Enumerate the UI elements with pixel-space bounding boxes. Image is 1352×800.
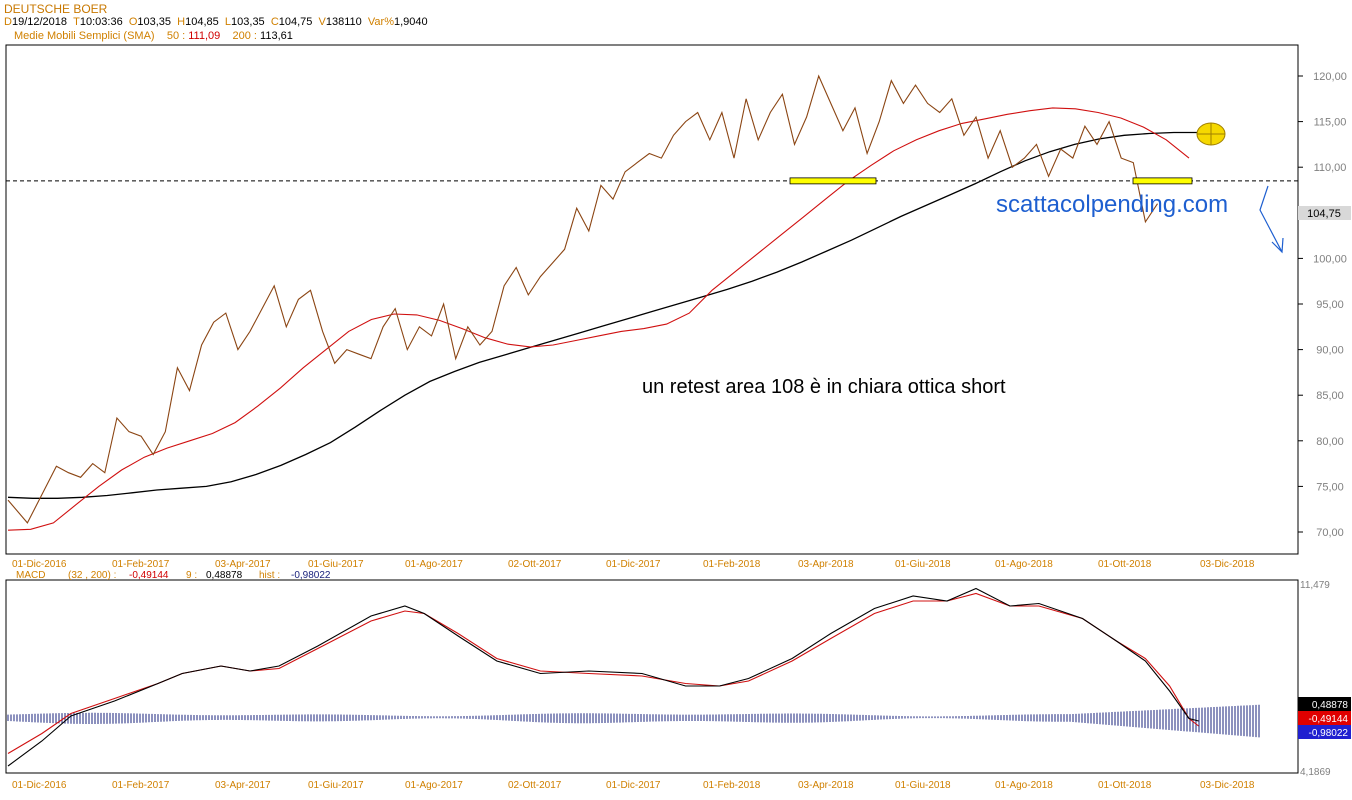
x-tick-label: 03-Dic-2018 [1200,559,1255,570]
quote-label: C [270,16,279,28]
x-tick-label: 01-Ago-2017 [405,559,463,570]
macd-value-label: -0,49144 [1309,714,1349,725]
sma50-value: 111,09 [188,30,221,42]
x-tick-label: 03-Apr-2018 [798,559,854,570]
sma50-line [7,107,1190,531]
x-tick-label: 01-Ago-2018 [995,559,1053,570]
sma-legend: Medie Mobili Semplici (SMA) 50 : 111,09 … [14,30,293,42]
x-tick-label: 02-Ott-2017 [508,559,562,570]
sma-name: Medie Mobili Semplici (SMA) [14,30,155,42]
quote-value: 103,35 [137,16,172,28]
x-tick-label: 01-Ago-2018 [995,780,1053,791]
x-tick-label: 03-Apr-2017 [215,559,271,570]
sma50-label: 50 : [166,30,186,42]
y-tick-label: 90,00 [1316,345,1344,357]
x-tick-label: 01-Dic-2017 [606,559,661,570]
quote-label: T [73,16,80,28]
x-tick-label: 01-Dic-2016 [12,559,67,570]
last-price-box [1298,206,1351,220]
macd-value-box [1298,711,1351,725]
macd-value: -0,49144 [129,570,169,581]
sma200-value: 113,61 [260,30,293,42]
x-tick-label: 01-Giu-2018 [895,559,951,570]
hist-label: hist : [259,570,280,581]
macd-value-box [1298,697,1351,711]
x-tick-label: 01-Dic-2017 [606,780,661,791]
quote-label: Var% [367,16,394,28]
quote-value: 19/12/2018 [11,16,68,28]
x-tick-label: 01-Giu-2018 [895,780,951,791]
y-tick-label: 95,00 [1316,299,1344,311]
macd-value-label: 0,48878 [1312,700,1349,711]
x-tick-label: 01-Feb-2018 [703,559,761,570]
quote-value: 104,75 [278,16,313,28]
macd-line [7,587,1199,767]
quote-label: H [177,16,186,28]
support-highlight [1132,177,1193,185]
quote-value: 104,85 [185,16,219,28]
macd-panel-frame [5,579,1299,774]
x-tick-label: 01-Ott-2018 [1098,559,1152,570]
signal-line [7,592,1199,754]
y-tick-label: 70,00 [1316,527,1344,539]
quote-label: L [224,16,232,28]
sma200-label: 200 : [232,30,257,42]
macd-header: MACD (32 , 200) : -0,49144 9 : 0,48878 hist :… [16,570,331,581]
signal-value: 0,48878 [206,570,243,581]
y-tick-label: 115,00 [1314,117,1347,129]
hist-value: -0,98022 [291,570,331,581]
x-tick-label: 01-Feb-2017 [112,780,170,791]
quote-value: 10:03:36 [79,16,123,28]
x-tick-label: 01-Ago-2017 [405,780,463,791]
macd-name: MACD [16,570,45,581]
price-line [7,74,1158,524]
y-tick-label: 100,00 [1313,253,1347,265]
x-tick-label: 01-Giu-2017 [308,559,364,570]
price-panel-frame [5,44,1299,555]
watermark: scattacolpending.com [996,191,1228,218]
sma200-line [7,131,1199,499]
x-tick-label: 02-Ott-2017 [508,780,562,791]
x-axis-top: 01-Dic-2016 01-Feb-2017 03-Apr-2017 01-Giu-… [12,559,1255,570]
down-arrow [1259,185,1283,253]
x-tick-label: 03-Apr-2017 [215,780,271,791]
support-highlight [789,177,877,185]
y-tick-label: 80,00 [1316,436,1344,448]
quote-line: D19/12/2018 T10:03:36 O103,35 H104,85 L1… [4,16,428,28]
macd-value-box [1298,725,1351,739]
macd-params: (32 , 200) : [68,570,116,581]
x-tick-label: 01-Giu-2017 [308,780,364,791]
quote-label: V [318,16,326,28]
chart-title: DEUTSCHE BOER [4,2,108,16]
y-tick-label: 75,00 [1316,481,1344,493]
quote-value: 103,35 [231,16,265,28]
x-tick-label: 01-Dic-2016 [12,780,67,791]
price-plot [6,74,1298,531]
down-arrow [1271,237,1284,254]
quote-label: D [4,16,12,28]
macd-value-label: -0,98022 [1309,728,1349,739]
macd-plot: 11,479 4,1869 0,48878 -0,49144 -0,98022 [7,580,1351,778]
x-tick-label: 01-Feb-2017 [112,559,170,570]
x-axis-bottom: 01-Dic-2016 01-Feb-2017 03-Apr-2017 01-Giu-… [12,780,1255,791]
quote-label: O [128,16,138,28]
macd-y-min: 4,1869 [1300,767,1331,778]
quote-value: 1,9040 [394,16,428,28]
x-tick-label: 03-Dic-2018 [1200,780,1255,791]
price-annotations: scattacolpending.com un retest area 108 è… [642,122,1351,398]
quote-value: 138110 [325,16,362,28]
y-tick-label: 120,00 [1313,71,1347,83]
x-tick-label: 03-Apr-2018 [798,780,854,791]
comment-text: un retest area 108 è in chiara ottica sh… [642,376,1006,398]
x-tick-label: 01-Ott-2018 [1098,780,1152,791]
signal-label: 9 : [186,570,197,581]
macd-y-max: 11,479 [1300,580,1330,591]
x-tick-label: 01-Feb-2018 [703,780,761,791]
last-price-label: 104,75 [1307,208,1341,220]
price-y-axis: 70,0075,0080,0085,0090,0095,00100,00105,… [1298,71,1347,539]
y-tick-label: 110,00 [1314,162,1347,174]
y-tick-label: 85,00 [1316,390,1344,402]
